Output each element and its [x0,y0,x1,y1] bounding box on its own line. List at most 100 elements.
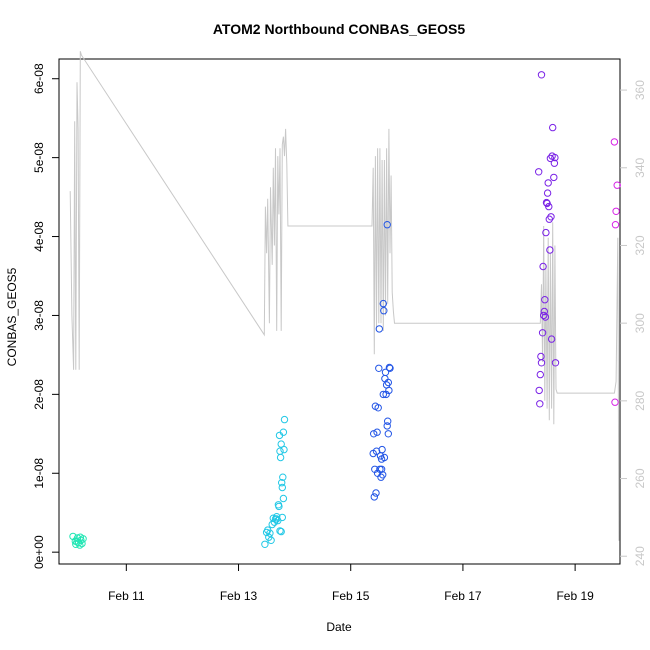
data-point-series-2 [278,483,286,492]
data-point-series-3 [378,445,386,454]
data-point-series-1 [76,533,85,541]
data-point-series-4 [544,179,552,187]
data-point-series-1 [77,536,85,544]
right-y-axis: 240 260 280 300 320 340 360 [620,80,647,566]
y-tick-label: 0e+00 [32,535,46,569]
data-point-series-2 [278,479,286,487]
data-point-series-3 [385,363,394,372]
right-y-tick-label: 360 [633,80,647,100]
y-tick-label: 1e-08 [32,458,46,489]
x-axis: Feb 11 Feb 13 Feb 15 Feb 17 Feb 19 [108,564,594,603]
data-point-series-2 [280,415,289,424]
data-point-series-4 [540,307,548,316]
data-point-series-2 [273,513,281,521]
data-point-series-4 [547,213,555,221]
data-point-series-3 [384,417,392,425]
data-point-series-4 [542,228,550,237]
data-point-series-5 [611,398,619,406]
y-axis: 0e+00 1e-08 2e-08 3e-08 4e-08 5e-08 6e-08 [32,63,59,569]
data-point-series-2 [280,445,288,454]
x-tick-label: Feb 19 [556,589,594,603]
data-point-series-2 [276,453,285,462]
data-point-series-4 [537,359,546,367]
data-point-series-2 [276,447,284,455]
data-point-series-4 [550,159,559,167]
y-tick-label: 4e-08 [32,221,46,252]
right-axis-line-series [69,51,620,541]
right-y-tick-label: 320 [633,235,647,255]
y-axis-label: CONBAS_GEOS5 [5,267,19,366]
data-point-series-5 [610,138,619,146]
data-point-series-5 [612,207,620,216]
data-point-series-4 [535,386,543,395]
right-y-tick-label: 260 [633,468,647,488]
data-point-series-3 [372,489,380,497]
data-point-series-4 [549,123,557,132]
data-point-series-3 [374,404,382,412]
data-point-series-4 [539,262,547,271]
data-point-series-2 [267,536,275,544]
data-point-series-4 [538,329,547,337]
data-point-series-3 [383,221,391,229]
data-point-series-3 [384,430,392,438]
data-point-series-4 [537,71,546,79]
data-point-series-3 [375,364,383,372]
data-point-series-2 [277,527,285,536]
data-point-series-3 [379,299,387,308]
data-point-series-4 [546,246,554,254]
data-point-series-4 [551,359,560,367]
data-point-series-4 [541,313,550,321]
data-point-series-4 [551,153,559,162]
scatter-points [69,71,621,549]
data-point-series-3 [379,471,387,479]
data-point-series-2 [279,494,288,503]
data-point-series-3 [379,390,387,399]
data-point-series-4 [542,198,551,207]
data-point-series-3 [383,422,391,430]
data-point-series-4 [535,168,543,176]
data-point-series-3 [381,374,389,383]
chart-title: ATOM2 Northbound CONBAS_GEOS5 [213,21,465,37]
x-tick-label: Feb 15 [332,589,370,603]
data-point-series-2 [261,540,269,548]
data-point-series-4 [547,335,556,343]
data-point-series-4 [546,154,555,163]
data-point-series-3 [380,453,389,462]
data-point-series-3 [375,325,383,333]
data-point-series-2 [276,527,284,535]
data-point-series-5 [613,181,621,189]
right-y-tick-label: 280 [633,390,647,410]
data-point-series-4 [543,189,552,197]
data-point-series-4 [536,370,544,379]
data-point-series-3 [370,493,378,501]
data-point-series-3 [377,465,386,473]
y-tick-label: 5e-08 [32,142,46,173]
plot-frame [58,58,621,565]
x-axis-label: Date [326,620,352,634]
data-point-series-1 [69,532,77,541]
right-y-tick-label: 240 [633,546,647,566]
data-point-series-5 [611,221,620,229]
y-tick-label: 3e-08 [32,300,46,331]
data-point-series-4 [545,202,553,211]
data-point-series-3 [384,378,392,387]
line-series [69,51,620,541]
data-point-series-2 [279,473,287,481]
data-point-series-4 [541,296,549,304]
x-tick-label: Feb 11 [108,589,145,603]
data-point-series-2 [275,502,283,511]
data-point-series-3 [386,364,394,372]
data-point-series-3 [380,307,388,315]
x-tick-label: Feb 13 [220,589,258,603]
data-point-series-3 [370,430,378,438]
data-point-series-3 [381,368,390,376]
right-y-tick-label: 300 [633,313,647,333]
data-point-series-3 [373,428,381,436]
data-point-series-4 [550,173,558,182]
data-point-series-4 [536,400,544,408]
data-point-series-4 [540,311,548,320]
x-tick-label: Feb 17 [444,589,482,603]
data-point-series-2 [266,529,274,537]
data-point-series-2 [278,513,286,522]
